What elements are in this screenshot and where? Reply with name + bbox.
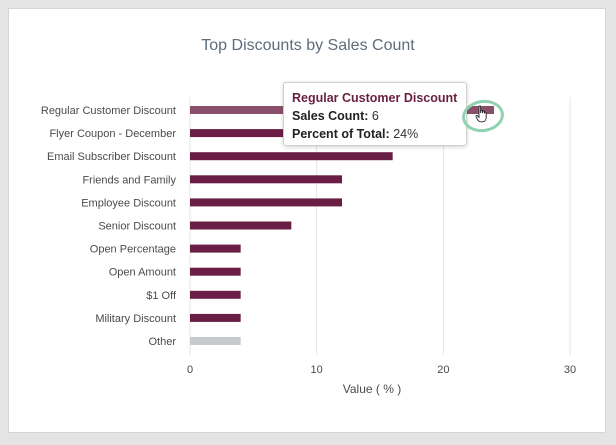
category-label: $1 Off [146, 290, 177, 302]
category-label: Friends and Family [82, 174, 176, 186]
bar-chart: 0 10 20 30 Regular Customer Discount Flyer Co… [41, 97, 576, 396]
tooltip-sales-count: Sales Count: 6 [292, 107, 458, 125]
bar [190, 313, 241, 322]
bar [190, 221, 292, 230]
tooltip-percent: Percent of Total: 24% [292, 125, 458, 143]
bar [190, 337, 241, 345]
category-label: Open Percentage [90, 244, 176, 256]
x-tick-label: 0 [187, 364, 193, 376]
bar [190, 152, 393, 161]
hand-pointer-icon [475, 105, 487, 123]
bar [190, 198, 342, 207]
category-label: Email Subscriber Discount [47, 151, 176, 163]
category-label: Flyer Coupon - December [49, 128, 176, 140]
bar [190, 244, 241, 253]
x-axis-title: Value ( % ) [343, 382, 401, 396]
category-label: Employee Discount [81, 197, 176, 209]
category-label: Other [148, 336, 176, 348]
x-tick-label: 10 [311, 364, 323, 376]
x-tick-label: 20 [437, 364, 449, 376]
data-tooltip: Regular Customer Discount Sales Count: 6… [283, 82, 467, 146]
tooltip-sales-count-label: Sales Count: [292, 109, 369, 123]
chart-title: Top Discounts by Sales Count [201, 37, 415, 54]
bar [190, 290, 241, 299]
bar [190, 175, 342, 184]
bar [190, 267, 241, 276]
category-label: Military Discount [95, 313, 176, 325]
tooltip-title: Regular Customer Discount [292, 91, 458, 105]
category-label: Open Amount [109, 267, 176, 279]
category-label: Regular Customer Discount [41, 105, 176, 117]
tooltip-sales-count-value: 6 [371, 109, 379, 123]
x-tick-label: 30 [564, 364, 576, 376]
tooltip-percent-label: Percent of Total: [292, 127, 390, 141]
category-label: Senior Discount [98, 221, 176, 233]
tooltip-percent-value: 24% [393, 127, 419, 141]
chart-panel: Top Discounts by Sales Count 0 10 20 30 Regu… [8, 8, 606, 433]
